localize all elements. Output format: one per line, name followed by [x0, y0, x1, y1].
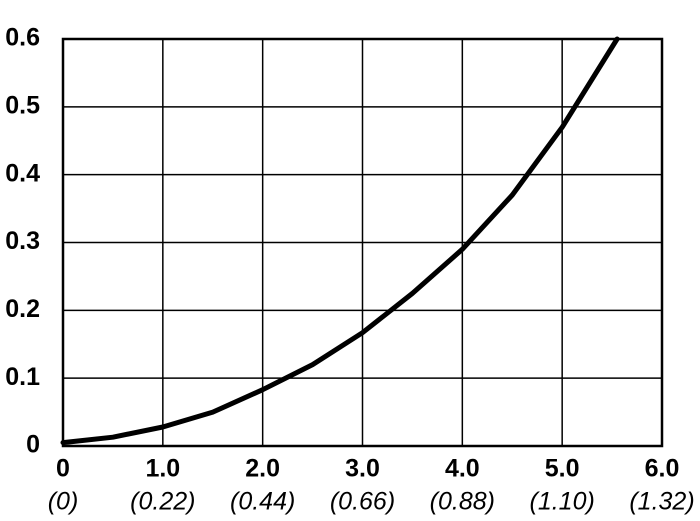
curve [60, 36, 620, 446]
y-tick-label: 0.1 [5, 363, 40, 391]
y-tick-label: 0.4 [5, 159, 40, 187]
x-tick-label: 6.0 [645, 455, 680, 483]
x2-tick-label: (0.88) [430, 488, 495, 516]
x-tick-label: 0 [56, 455, 70, 483]
x-tick-label: 2.0 [245, 455, 280, 483]
x-tick-label: 4.0 [445, 455, 480, 483]
x2-tick-label: (0) [48, 488, 79, 516]
y-tick-label: 0.6 [5, 24, 40, 52]
x2-tick-label: (0.44) [230, 488, 295, 516]
y-tick-label: 0.2 [5, 295, 40, 323]
y-tick-label: 0.5 [5, 91, 40, 119]
x2-tick-label: (0.66) [330, 488, 395, 516]
x2-tick-label: (0.22) [130, 488, 195, 516]
x-tick-label: 3.0 [345, 455, 380, 483]
x-tick-label: 5.0 [545, 455, 580, 483]
x-tick-label: 1.0 [145, 455, 180, 483]
y-tick-label: 0.3 [5, 227, 40, 255]
x2-tick-label: (1.10) [530, 488, 595, 516]
x2-tick-label: (1.32) [629, 488, 694, 516]
plot-border [61, 37, 664, 448]
y-tick-label: 0 [26, 431, 40, 459]
